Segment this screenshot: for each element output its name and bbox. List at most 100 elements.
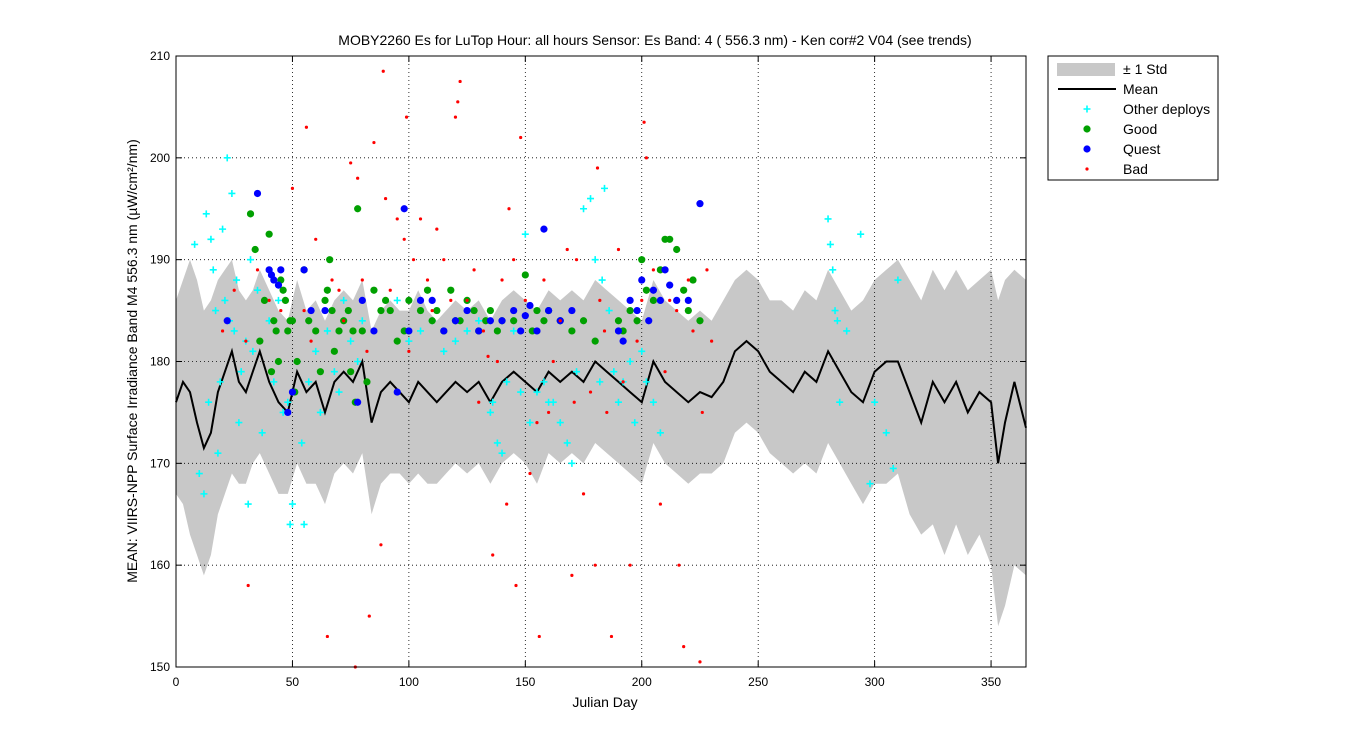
good-point [433, 306, 441, 315]
quest-point [540, 225, 548, 233]
other-deploys-point [493, 439, 501, 447]
good-point [274, 357, 283, 366]
good-point [393, 337, 401, 345]
bad-point [547, 410, 551, 415]
good-point [381, 296, 390, 304]
other-deploys-point [340, 296, 348, 304]
good-point [281, 296, 290, 304]
bad-point [644, 156, 649, 160]
other-deploys-point [305, 378, 313, 386]
legend-swatch-band [1057, 63, 1115, 76]
other-deploys-point [829, 266, 837, 274]
other-deploys-point [638, 347, 646, 355]
quest-point [223, 317, 231, 325]
bad-point [325, 634, 329, 639]
bad-point [449, 298, 453, 302]
other-deploys-point [626, 358, 634, 365]
other-deploys-point [219, 225, 227, 233]
good-point [270, 317, 278, 325]
other-deploys-point [598, 276, 606, 284]
other-deploys-point [521, 230, 529, 238]
bad-point [528, 471, 532, 476]
good-point [638, 256, 646, 264]
good-point [330, 347, 338, 355]
quest-point [475, 327, 483, 335]
other-deploys-point [451, 337, 459, 345]
bad-point [430, 308, 434, 313]
other-deploys-point [195, 470, 203, 478]
good-point [358, 327, 366, 335]
good-point [256, 337, 264, 345]
other-deploys-point [824, 215, 832, 223]
good-point [633, 317, 641, 325]
bad-point [642, 120, 646, 124]
bad-point [598, 298, 602, 302]
other-deploys-point [475, 317, 483, 325]
quest-point [393, 388, 401, 396]
other-deploys-point [866, 480, 874, 488]
other-deploys-point [288, 500, 296, 508]
good-point [649, 296, 657, 304]
bad-point [565, 247, 569, 252]
other-deploys-point [191, 240, 199, 248]
other-deploys-point [200, 490, 208, 498]
other-deploys-point [393, 296, 401, 304]
other-deploys-point [889, 464, 897, 472]
x-tick-label: 350 [981, 675, 1001, 689]
good-point [510, 317, 518, 325]
quest-point [400, 205, 408, 213]
legend-label: Mean [1123, 81, 1158, 97]
good-point [689, 276, 697, 284]
bad-point [302, 308, 306, 313]
good-point [272, 327, 280, 335]
good-point [486, 306, 494, 315]
quest-point [517, 327, 525, 335]
bad-point [465, 298, 469, 302]
x-tick-label: 100 [399, 675, 419, 689]
other-deploys-point [843, 327, 851, 335]
other-deploys-point [417, 327, 425, 335]
other-deploys-point [312, 347, 320, 355]
other-deploys-point [600, 184, 608, 192]
quest-point [684, 296, 692, 304]
x-tick-label: 300 [865, 675, 885, 689]
bad-point [581, 492, 586, 496]
quest-point [666, 281, 674, 289]
good-point [354, 205, 362, 213]
mean-line-layer [175, 339, 1027, 464]
other-deploys-point [489, 398, 497, 406]
bad-point [677, 563, 681, 567]
good-point [540, 317, 548, 325]
bad-point [342, 319, 346, 323]
bad-point [500, 278, 504, 282]
x-tick-label: 200 [632, 675, 652, 689]
quest-point [321, 306, 329, 315]
legend-label: ± 1 Std [1123, 61, 1167, 77]
y-tick-label: 200 [150, 151, 170, 165]
series-bad [220, 69, 714, 669]
good-point [591, 337, 599, 345]
y-tick-label: 180 [150, 355, 170, 369]
quest-point [284, 408, 292, 417]
bad-point [232, 288, 236, 292]
bad-point [486, 354, 490, 359]
quest-point [526, 301, 534, 310]
other-deploys-point [836, 398, 844, 406]
good-point [447, 286, 455, 294]
other-deploys-point [498, 449, 506, 457]
legend-item-other-deploys: Other deploys [1083, 101, 1210, 117]
quest-point [416, 296, 425, 304]
other-deploys-point [649, 398, 657, 406]
other-deploys-point [526, 419, 534, 427]
bad-point [551, 359, 555, 364]
other-deploys-point [202, 210, 210, 218]
good-point [386, 306, 394, 315]
other-deploys-point [247, 256, 255, 264]
quest-point [358, 296, 366, 304]
bad-point [570, 573, 574, 577]
quest-point [354, 398, 362, 406]
quest-point [645, 317, 653, 325]
bad-point [605, 410, 609, 415]
std-band-layer [176, 259, 1026, 627]
good-point [579, 317, 588, 325]
